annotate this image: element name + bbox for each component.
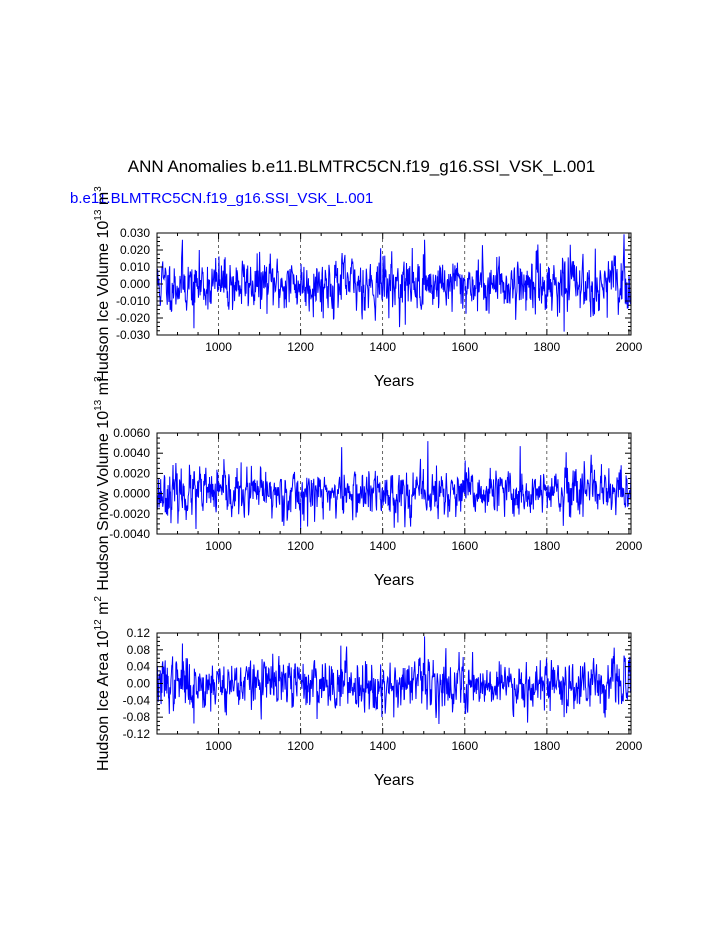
x-tick-label: 1600 (451, 539, 478, 553)
x-tick-label: 1600 (451, 739, 478, 753)
y-tick-label: 0.0040 (113, 446, 150, 460)
y-axis-label: Hudson Snow Volume 1013 m3 (93, 376, 112, 591)
y-axis-label: Hudson Ice Volume 1013 m3 (93, 186, 112, 382)
x-tick-label: 1200 (287, 340, 314, 354)
y-tick-label: -0.12 (123, 727, 151, 741)
y-tick-label: -0.020 (116, 311, 150, 325)
x-axis-label: Years (374, 373, 414, 390)
panel-ice-volume: 1000 1200 1400 1600 1800 2000 0.030 0.020 0.010 0… (93, 186, 643, 390)
y-tick-label: 0.0000 (113, 487, 150, 501)
case-label: b.e11.BLMTRC5CN.f19_g16.SSI_VSK_L.001 (70, 190, 374, 207)
y-tick-label: 0.0060 (113, 426, 150, 440)
data-series-line (156, 441, 632, 529)
x-tick-label: 1000 (205, 739, 232, 753)
y-tick-label: 0.020 (120, 243, 150, 257)
y-tick-label: -0.0040 (109, 527, 150, 541)
x-tick-label: 1400 (369, 539, 396, 553)
y-tick-label: -0.04 (123, 693, 151, 707)
x-tick-label: 1600 (451, 340, 478, 354)
y-tick-label: 0.04 (127, 660, 151, 674)
x-tick-label: 1400 (369, 739, 396, 753)
y-tick-label: 0.08 (127, 643, 151, 657)
y-tick-label: 0.00 (127, 677, 151, 691)
x-axis-label: Years (374, 572, 414, 589)
data-series-line (156, 636, 632, 724)
x-tick-label: 1200 (287, 539, 314, 553)
x-tick-label: 1200 (287, 739, 314, 753)
x-tick-label: 1800 (534, 739, 561, 753)
y-tick-label: -0.0020 (109, 507, 150, 521)
data-series-line (156, 234, 632, 332)
x-tick-label: 1000 (205, 539, 232, 553)
y-tick-label: -0.010 (116, 294, 150, 308)
x-tick-label: 1800 (534, 539, 561, 553)
y-tick-label: -0.08 (123, 710, 151, 724)
y-tick-label: 0.010 (120, 260, 150, 274)
x-tick-label: 2000 (616, 539, 643, 553)
y-tick-label: 0.030 (120, 226, 150, 240)
x-axis-label: Years (374, 772, 414, 789)
y-tick-label: 0.000 (120, 277, 150, 291)
y-axis-label: Hudson Ice Area 1012 m2 (93, 596, 112, 771)
x-tick-label: 2000 (616, 739, 643, 753)
y-tick-label: 0.0020 (113, 466, 150, 480)
y-tick-label: -0.030 (116, 328, 150, 342)
x-tick-label: 1400 (369, 340, 396, 354)
x-tick-label: 2000 (616, 340, 643, 354)
page-title: ANN Anomalies b.e11.BLMTRC5CN.f19_g16.SS… (127, 157, 596, 176)
panel-ice-area: 1000 1200 1400 1600 1800 2000 0.12 0.08 0.04 0.00… (93, 596, 643, 789)
y-tick-label: 0.12 (127, 626, 151, 640)
panel-snow-volume: 1000 1200 1400 1600 1800 2000 0.0060 0.0040 0.00… (93, 376, 643, 591)
x-tick-label: 1800 (534, 340, 561, 354)
x-tick-label: 1000 (205, 340, 232, 354)
